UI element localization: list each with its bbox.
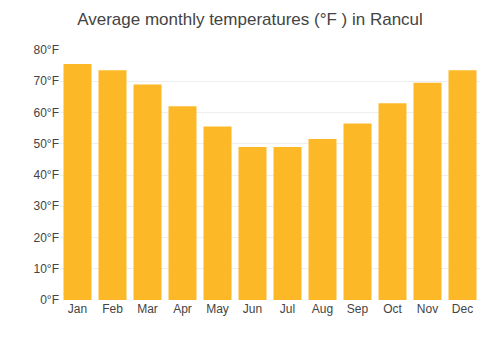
svg-text:May: May	[206, 302, 229, 316]
svg-text:Jul: Jul	[280, 302, 295, 316]
svg-text:Aug: Aug	[312, 302, 333, 316]
svg-text:20°F: 20°F	[34, 231, 59, 245]
svg-text:Oct: Oct	[383, 302, 402, 316]
svg-text:Nov: Nov	[417, 302, 438, 316]
svg-text:Feb: Feb	[102, 302, 123, 316]
svg-text:Sep: Sep	[347, 302, 369, 316]
svg-text:Jun: Jun	[243, 302, 262, 316]
svg-text:0°F: 0°F	[40, 293, 59, 307]
svg-text:70°F: 70°F	[34, 74, 59, 88]
svg-text:60°F: 60°F	[34, 106, 59, 120]
svg-text:Mar: Mar	[137, 302, 158, 316]
svg-text:Dec: Dec	[452, 302, 473, 316]
svg-text:Average monthly temperatures (: Average monthly temperatures (°F ) in Ra…	[77, 10, 423, 29]
svg-text:40°F: 40°F	[34, 168, 59, 182]
svg-text:80°F: 80°F	[34, 43, 59, 57]
svg-text:50°F: 50°F	[34, 137, 59, 151]
svg-text:10°F: 10°F	[34, 262, 59, 276]
svg-text:30°F: 30°F	[34, 199, 59, 213]
svg-text:Apr: Apr	[173, 302, 192, 316]
svg-text:Jan: Jan	[68, 302, 87, 316]
